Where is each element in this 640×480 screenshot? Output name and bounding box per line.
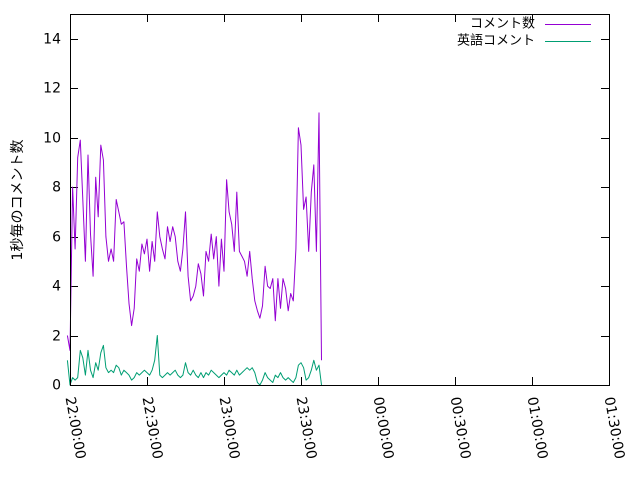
y-axis-label: 1秒毎のコメント数: [10, 140, 26, 261]
y-tick-label: 6: [52, 230, 61, 246]
legend-label: コメント数: [470, 17, 535, 32]
y-tick-label: 0: [52, 378, 61, 394]
y-tick-label: 2: [52, 329, 61, 345]
series-line: [66, 112, 322, 361]
y-tick-label: 4: [52, 279, 61, 295]
plot-frame: [70, 14, 610, 386]
y-tick-labels: 0 2 4 6 8 10 12 14: [43, 32, 61, 394]
series-layer: [66, 112, 322, 386]
y-tick-label: 8: [52, 180, 61, 196]
series-line: [66, 335, 322, 386]
y-tick-label: 10: [43, 131, 61, 147]
y-tick-label: 12: [43, 81, 61, 97]
y-tick-label: 14: [43, 32, 61, 48]
legend-label: 英語コメント: [457, 33, 535, 49]
